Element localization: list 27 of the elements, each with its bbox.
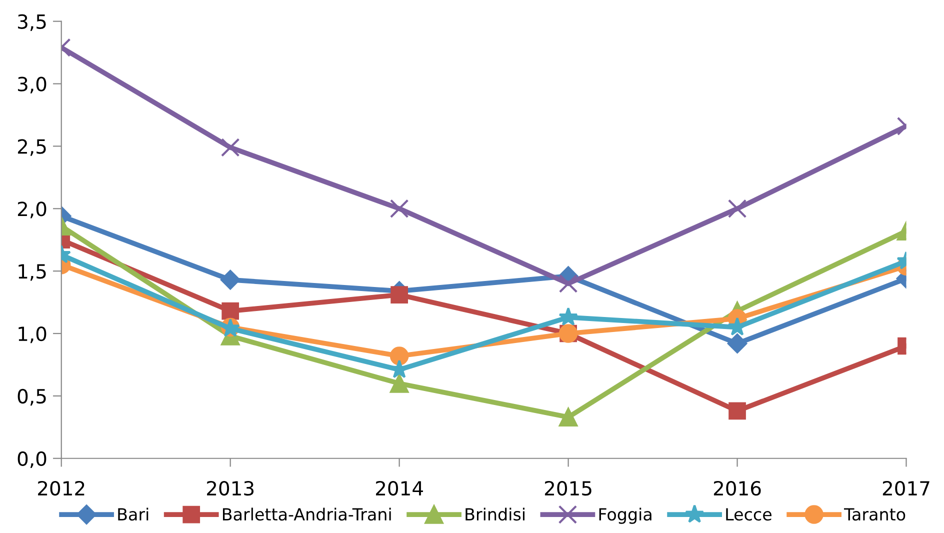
- point: [390, 286, 408, 304]
- point: [558, 307, 578, 326]
- legend-label: Brindisi: [466, 508, 524, 521]
- y-tick-label: 2,5: [18, 139, 46, 156]
- x-tick-label: 2012: [38, 480, 84, 496]
- y-tick-label: 3,0: [18, 76, 46, 94]
- legend-label: Bari: [118, 508, 148, 521]
- point: [558, 274, 578, 293]
- legend-label: Taranto: [844, 508, 906, 521]
- x-tick-label: 2013: [207, 480, 254, 496]
- legend-label: Barletta-Andria-Trani: [222, 508, 391, 521]
- x-tick-label: 2016: [714, 480, 761, 496]
- point: [390, 374, 409, 393]
- point: [390, 346, 409, 366]
- y-tick-label: 1,0: [18, 326, 46, 344]
- y-tick-label: 3,5: [18, 14, 46, 31]
- x-tick-label: 2017: [882, 480, 930, 496]
- x-tick-label: 2015: [544, 480, 592, 496]
- y-tick-label: 0,0: [18, 451, 46, 468]
- y-tick-label: 2,0: [18, 202, 46, 218]
- point: [390, 199, 409, 218]
- y-tick-label: 0,5: [18, 388, 46, 406]
- y-tick-label: 1,5: [18, 264, 46, 281]
- point: [558, 408, 578, 427]
- x-tick-label: 2014: [376, 480, 423, 496]
- legend-label: Lecce: [726, 508, 772, 521]
- legend-label: Foggia: [599, 508, 652, 524]
